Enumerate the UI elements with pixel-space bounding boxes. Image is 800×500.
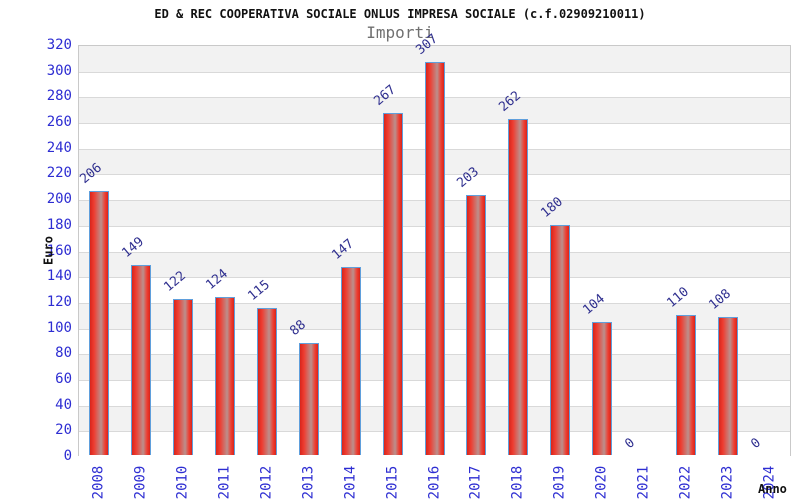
bar-2014 — [341, 267, 361, 455]
x-tick-label-2019: 2019 — [551, 465, 568, 500]
bar-2022 — [676, 315, 696, 455]
y-tick-label: 280 — [46, 88, 72, 105]
y-tick-label: 260 — [46, 114, 72, 131]
x-tick-label-2012: 2012 — [258, 465, 275, 500]
y-tick-label: 80 — [55, 345, 72, 362]
y-tick-label: 0 — [63, 448, 72, 464]
y-tick-label: 60 — [55, 370, 72, 387]
y-tick-label: 180 — [46, 216, 72, 233]
y-axis-title: Euro — [41, 236, 56, 265]
chart-subtitle: Importi — [366, 23, 434, 42]
bar-2015 — [383, 113, 403, 455]
bar-2023 — [718, 317, 738, 455]
x-tick-label-2021: 2021 — [635, 465, 652, 500]
bar-2013 — [299, 343, 319, 455]
y-tick-label: 220 — [46, 165, 72, 182]
y-tick-label: 120 — [46, 293, 72, 310]
y-tick-label: 20 — [55, 422, 72, 439]
bar-2011 — [215, 297, 235, 455]
y-tick-label: 320 — [46, 37, 72, 53]
y-tick-label: 140 — [46, 268, 72, 285]
x-tick-label-2009: 2009 — [132, 465, 149, 500]
x-tick-label-2017: 2017 — [467, 465, 484, 500]
bar-2018 — [508, 119, 528, 455]
y-tick-label: 100 — [46, 319, 72, 336]
x-tick-label-2023: 2023 — [719, 465, 736, 500]
bar-2020 — [592, 322, 612, 455]
bar-2017 — [466, 195, 486, 455]
x-tick-label-2014: 2014 — [342, 465, 359, 500]
x-tick-label-2018: 2018 — [509, 465, 526, 500]
x-tick-label-2020: 2020 — [593, 465, 610, 500]
chart-title: ED & REC COOPERATIVA SOCIALE ONLUS IMPRE… — [154, 7, 646, 21]
x-tick-label-2008: 2008 — [90, 465, 107, 500]
x-tick-label-2011: 2011 — [216, 465, 233, 500]
bar-2016 — [425, 62, 445, 455]
y-tick-label: 300 — [46, 62, 72, 79]
y-tick-label: 40 — [55, 396, 72, 413]
y-tick-label: 200 — [46, 191, 72, 208]
y-tick-label: 240 — [46, 139, 72, 156]
x-tick-label-2016: 2016 — [426, 465, 443, 500]
bar-2009 — [131, 265, 151, 455]
x-tick-label-2013: 2013 — [300, 465, 317, 500]
y-tick-label: 160 — [46, 242, 72, 259]
x-tick-label-2022: 2022 — [677, 465, 694, 500]
x-tick-label-2015: 2015 — [384, 465, 401, 500]
x-axis-title: Anno — [758, 482, 787, 496]
bar-2019 — [550, 225, 570, 455]
bar-2012 — [257, 308, 277, 455]
bar-2010 — [173, 299, 193, 455]
bar-2008 — [89, 191, 109, 455]
x-tick-label-2010: 2010 — [174, 465, 191, 500]
